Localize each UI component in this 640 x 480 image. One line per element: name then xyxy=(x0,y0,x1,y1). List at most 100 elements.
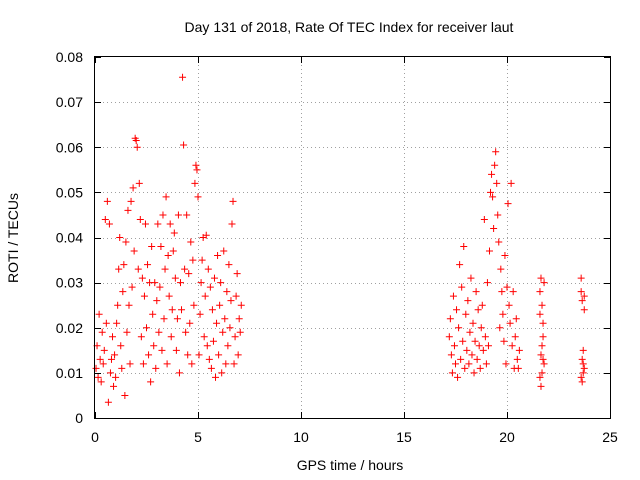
data-point xyxy=(539,333,547,341)
data-point xyxy=(220,247,228,255)
data-point xyxy=(185,270,193,278)
data-point xyxy=(159,211,167,219)
data-point xyxy=(468,351,476,359)
data-point xyxy=(508,342,516,350)
data-point xyxy=(103,197,111,205)
x-tick-label: 25 xyxy=(602,429,618,445)
data-point xyxy=(223,288,231,296)
data-point xyxy=(452,360,459,368)
data-point xyxy=(580,292,588,300)
data-point xyxy=(191,179,199,187)
data-point xyxy=(121,391,129,399)
data-point xyxy=(213,319,221,327)
data-point xyxy=(472,288,480,296)
data-point xyxy=(157,243,165,251)
data-point xyxy=(492,148,500,156)
data-point xyxy=(167,333,175,341)
data-point xyxy=(513,355,521,363)
data-point xyxy=(113,319,121,327)
data-point xyxy=(147,378,155,386)
data-point xyxy=(140,292,148,300)
y-tick-label: 0 xyxy=(75,410,83,426)
data-point xyxy=(165,292,173,300)
data-point xyxy=(215,351,223,359)
data-point xyxy=(98,328,106,336)
data-point xyxy=(187,238,195,246)
data-point xyxy=(161,265,169,273)
data-point xyxy=(218,369,226,377)
data-point xyxy=(102,319,110,327)
data-point xyxy=(512,315,520,323)
x-tick-label: 0 xyxy=(91,429,99,445)
data-point xyxy=(230,360,238,368)
data-point xyxy=(476,364,484,372)
data-point xyxy=(105,220,113,228)
data-point xyxy=(236,328,244,336)
data-point xyxy=(577,373,585,381)
data-point xyxy=(162,193,170,201)
y-tick-label: 0.01 xyxy=(56,365,83,381)
data-point xyxy=(166,220,174,228)
data-point xyxy=(217,279,225,287)
data-point xyxy=(176,279,184,287)
data-point xyxy=(449,292,457,300)
data-point xyxy=(237,301,245,309)
data-point xyxy=(482,360,490,368)
data-point xyxy=(197,279,205,287)
data-point xyxy=(503,283,511,291)
data-point xyxy=(461,364,469,372)
data-point xyxy=(540,360,548,368)
data-point xyxy=(226,324,234,332)
data-point xyxy=(473,355,481,363)
data-point xyxy=(484,342,492,350)
data-point xyxy=(175,369,183,377)
data-point xyxy=(538,342,546,350)
data-point xyxy=(115,265,123,273)
data-point xyxy=(234,351,242,359)
data-point xyxy=(515,346,523,354)
data-point xyxy=(489,193,497,201)
data-point xyxy=(456,261,464,269)
data-point xyxy=(577,288,585,296)
data-point xyxy=(219,328,227,336)
data-point xyxy=(470,369,478,377)
data-point xyxy=(178,306,186,314)
data-point xyxy=(496,324,504,332)
y-tick-label: 0.03 xyxy=(56,275,83,291)
data-point xyxy=(116,234,124,241)
data-point xyxy=(200,333,208,341)
data-point xyxy=(117,342,125,350)
data-point xyxy=(216,301,224,309)
data-point xyxy=(578,378,586,386)
data-point xyxy=(118,364,126,372)
data-point xyxy=(457,355,465,363)
data-point xyxy=(133,143,141,151)
data-point xyxy=(182,328,190,336)
data-point xyxy=(163,360,171,368)
data-point xyxy=(465,360,473,368)
data-point xyxy=(497,265,505,273)
data-point xyxy=(466,328,474,336)
data-point xyxy=(123,328,131,336)
data-point xyxy=(500,337,508,345)
data-point xyxy=(97,378,105,386)
data-point xyxy=(208,306,216,314)
data-point xyxy=(228,220,236,228)
data-point xyxy=(471,337,479,345)
data-point xyxy=(514,364,522,372)
data-point xyxy=(104,398,112,406)
x-tick-label: 5 xyxy=(194,429,202,445)
data-point xyxy=(448,369,456,377)
data-point xyxy=(536,373,544,381)
data-point xyxy=(188,360,196,368)
data-point xyxy=(122,238,130,246)
tick-labels: 0 5 10 15 20 25 0 0.01 0.02 0.03 0.04 0.05 0.06 0.07 0… xyxy=(56,49,618,445)
data-point xyxy=(462,310,470,318)
data-point xyxy=(174,211,182,219)
data-point xyxy=(109,333,117,341)
data-point xyxy=(112,373,120,381)
data-point xyxy=(153,297,161,305)
data-point xyxy=(212,373,220,381)
data-point xyxy=(164,252,172,260)
y-tick-label: 0.08 xyxy=(56,49,83,65)
